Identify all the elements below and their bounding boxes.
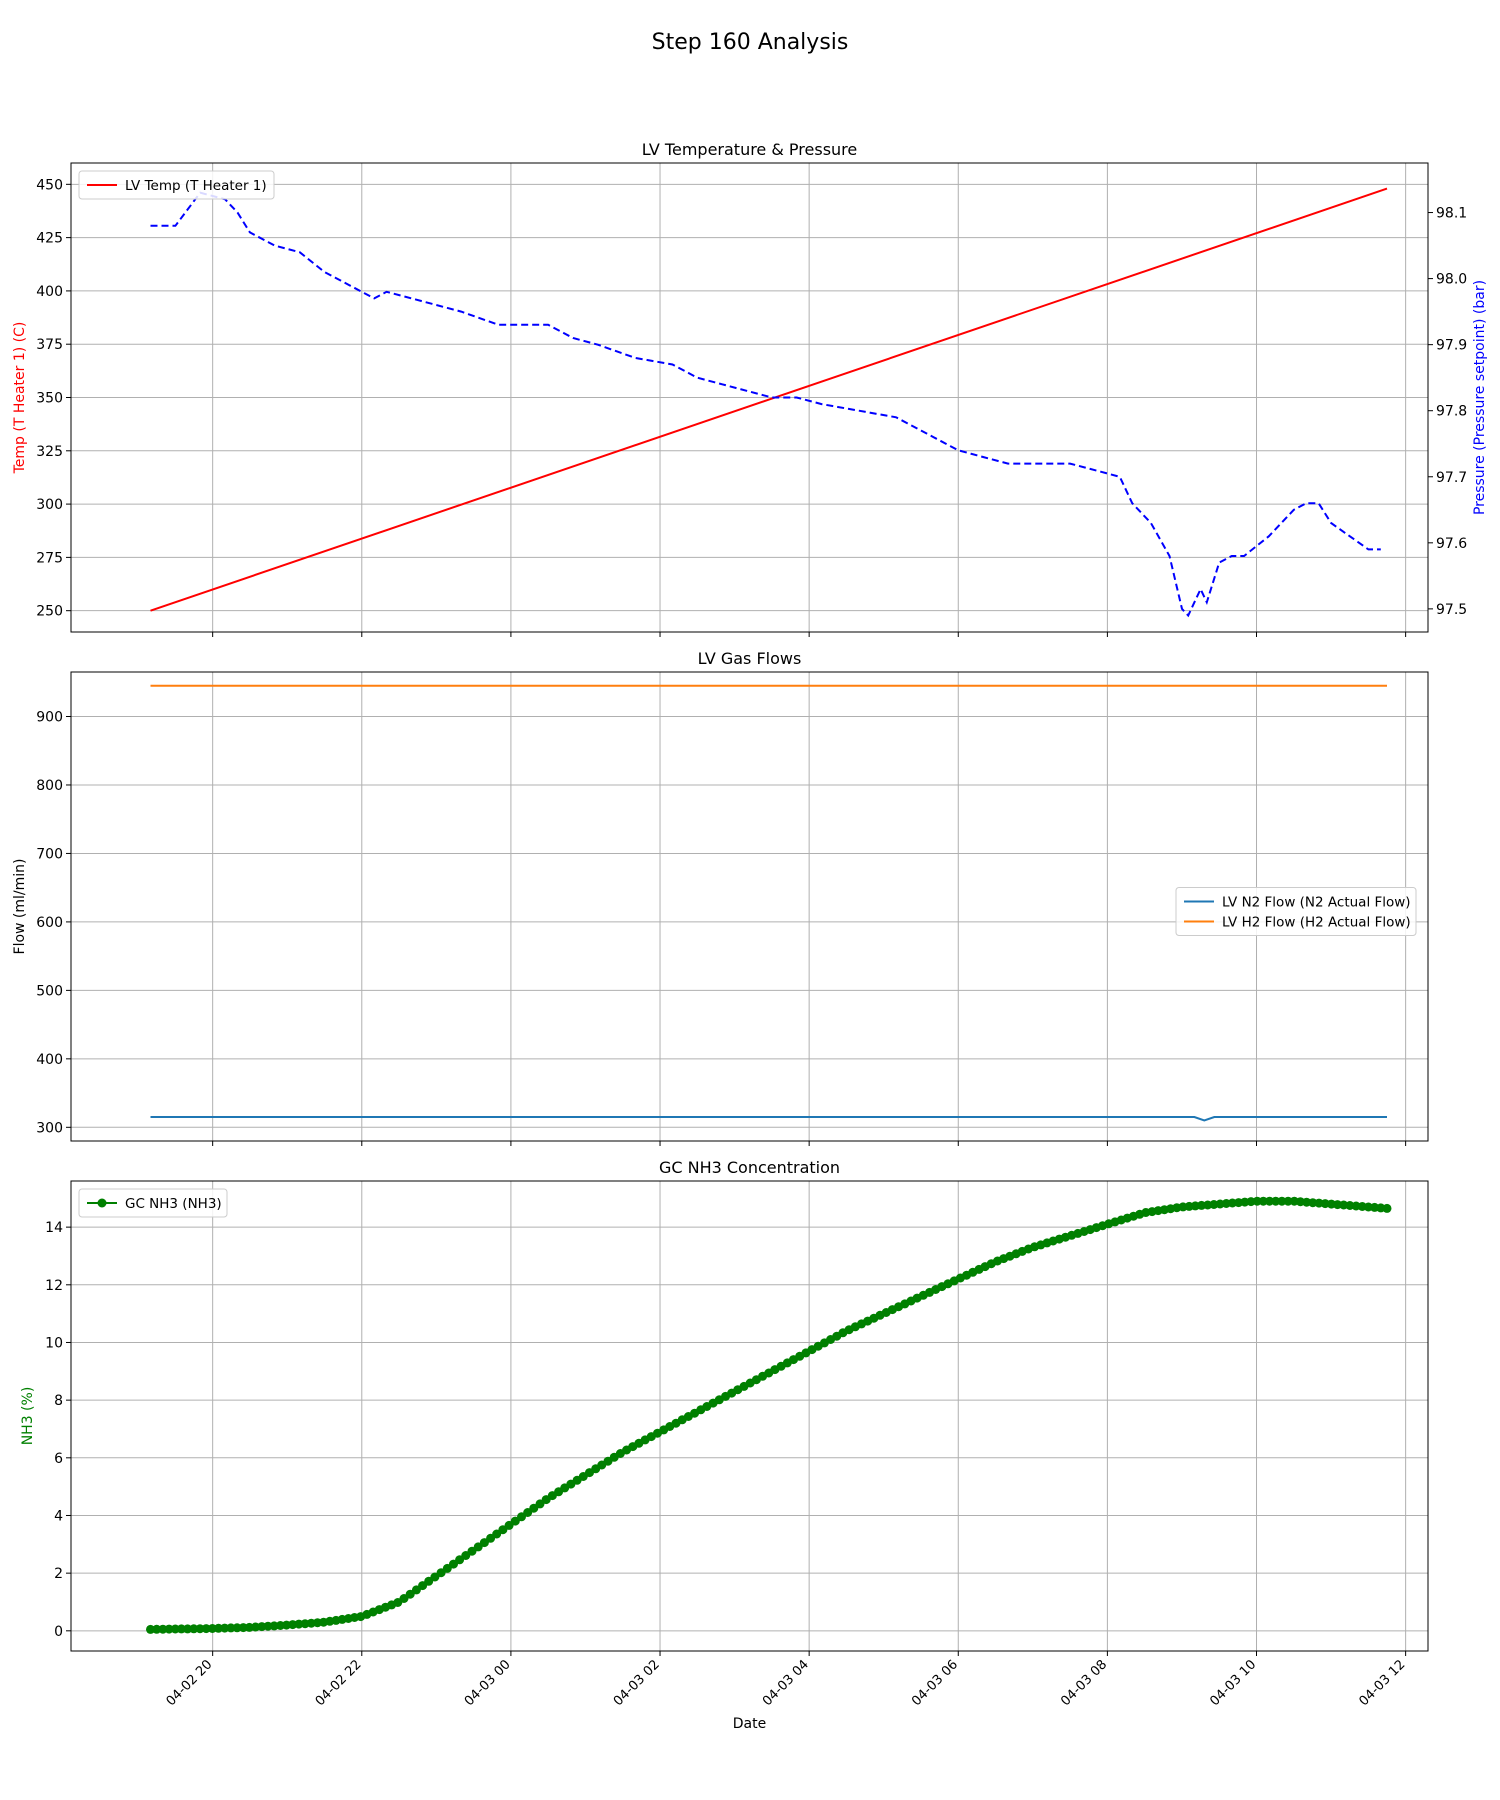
series-line-2 xyxy=(150,191,1381,618)
legend: GC NH3 (NH3) xyxy=(78,1188,228,1218)
panel-title: LV Temperature & Pressure xyxy=(642,140,858,159)
y-tick-label: 425 xyxy=(36,231,63,247)
y-tick-label: 800 xyxy=(36,778,63,794)
y-axis-label: NH3 (%) xyxy=(20,1387,36,1446)
legend-label: LV Temp (T Heater 1) xyxy=(125,178,267,194)
chart-panel-2: 300 400 500 600 700 800 900 LV Gas Flows Flow (m… xyxy=(12,649,1429,1146)
legend-box xyxy=(1175,887,1417,936)
axes-frame xyxy=(70,162,1429,633)
legend-marker xyxy=(97,1198,107,1208)
chart-panel-3: 04-02 20 04-02 22 04-03 00 04-03 02 04-03 04… xyxy=(20,1158,1429,1709)
y-tick-label: 500 xyxy=(36,983,63,999)
y-tick-label: 350 xyxy=(36,391,63,407)
x-tick-label: 04-03 04 xyxy=(760,1657,812,1709)
y-tick-label: 0 xyxy=(54,1624,63,1640)
y-tick-label: 900 xyxy=(36,710,63,726)
x-tick-label: 04-02 22 xyxy=(313,1657,365,1709)
data-point xyxy=(1271,1196,1281,1206)
x-tick-label: 04-02 20 xyxy=(164,1657,216,1709)
series-line-1 xyxy=(150,1116,1387,1122)
y2-tick-label: 97.6 xyxy=(1436,536,1467,552)
y2-axis-label: Pressure (Pressure setpoint) (bar) xyxy=(1472,280,1488,515)
y-tick-label: 14 xyxy=(45,1220,63,1236)
y-tick-label: 275 xyxy=(36,550,63,566)
y-tick-label: 400 xyxy=(36,1052,63,1068)
x-tick-label: 04-03 06 xyxy=(909,1657,961,1709)
y-tick-label: 450 xyxy=(36,177,63,193)
y-tick-label: 600 xyxy=(36,915,63,931)
y2-tick-label: 98.1 xyxy=(1436,206,1467,222)
data-point xyxy=(1283,1196,1293,1206)
y-tick-label: 375 xyxy=(36,337,63,353)
data-point xyxy=(1265,1196,1274,1206)
y-tick-label: 700 xyxy=(36,846,63,862)
x-tick-label: 04-03 00 xyxy=(462,1657,514,1709)
x-axis-label: Date xyxy=(733,1716,766,1732)
y-tick-label: 4 xyxy=(54,1508,63,1524)
x-tick-label: 04-03 02 xyxy=(611,1657,663,1709)
legend-box xyxy=(78,170,275,200)
axes-frame xyxy=(70,671,1429,1142)
y-tick-label: 2 xyxy=(54,1566,63,1582)
y-tick-label: 12 xyxy=(45,1278,63,1294)
y2-tick-label: 97.7 xyxy=(1436,470,1467,486)
y-tick-label: 250 xyxy=(36,604,63,620)
data-point xyxy=(1258,1196,1268,1206)
y-axis-label: Temp (T Heater 1) (C) xyxy=(12,322,28,475)
y2-tick-label: 97.5 xyxy=(1436,602,1467,618)
data-point xyxy=(176,1624,186,1634)
legend-box xyxy=(78,1188,228,1218)
series-line-1 xyxy=(150,1200,1388,1631)
y-tick-label: 400 xyxy=(36,284,63,300)
y2-tick-label: 98.0 xyxy=(1436,272,1467,288)
data-point xyxy=(1382,1203,1392,1213)
panel-title: GC NH3 Concentration xyxy=(659,1158,840,1177)
legend: LV N2 Flow (N2 Actual Flow) LV H2 Flow (H… xyxy=(1175,887,1417,936)
x-tick-label: 04-03 10 xyxy=(1207,1657,1259,1709)
x-tick-label: 04-03 12 xyxy=(1357,1657,1409,1709)
y-tick-label: 300 xyxy=(36,1120,63,1136)
y2-tick-label: 97.8 xyxy=(1436,404,1467,420)
panel-title: LV Gas Flows xyxy=(698,649,802,668)
y-tick-label: 8 xyxy=(54,1393,63,1409)
legend-label: LV H2 Flow (H2 Actual Flow) xyxy=(1222,915,1411,931)
axes-frame xyxy=(70,1180,1429,1652)
data-point xyxy=(1277,1196,1287,1206)
series-line-1 xyxy=(150,187,1388,612)
y-tick-label: 300 xyxy=(36,497,63,513)
y-axis-label: Flow (ml/min) xyxy=(12,859,28,955)
y2-tick-label: 97.9 xyxy=(1436,338,1467,354)
y-tick-label: 10 xyxy=(45,1335,63,1351)
chart-panel-1: 250 275 300 325 350 375 400 425 450 LV Temperatur… xyxy=(12,140,1488,637)
figure-title: Step 160 Analysis xyxy=(651,30,849,55)
x-tick-label: 04-03 08 xyxy=(1058,1657,1110,1709)
y-tick-label: 325 xyxy=(36,444,63,460)
legend: LV Temp (T Heater 1) xyxy=(78,170,275,200)
legend-label: GC NH3 (NH3) xyxy=(125,1196,222,1212)
legend-label: LV N2 Flow (N2 Actual Flow) xyxy=(1222,895,1411,911)
y-tick-label: 6 xyxy=(54,1451,63,1467)
